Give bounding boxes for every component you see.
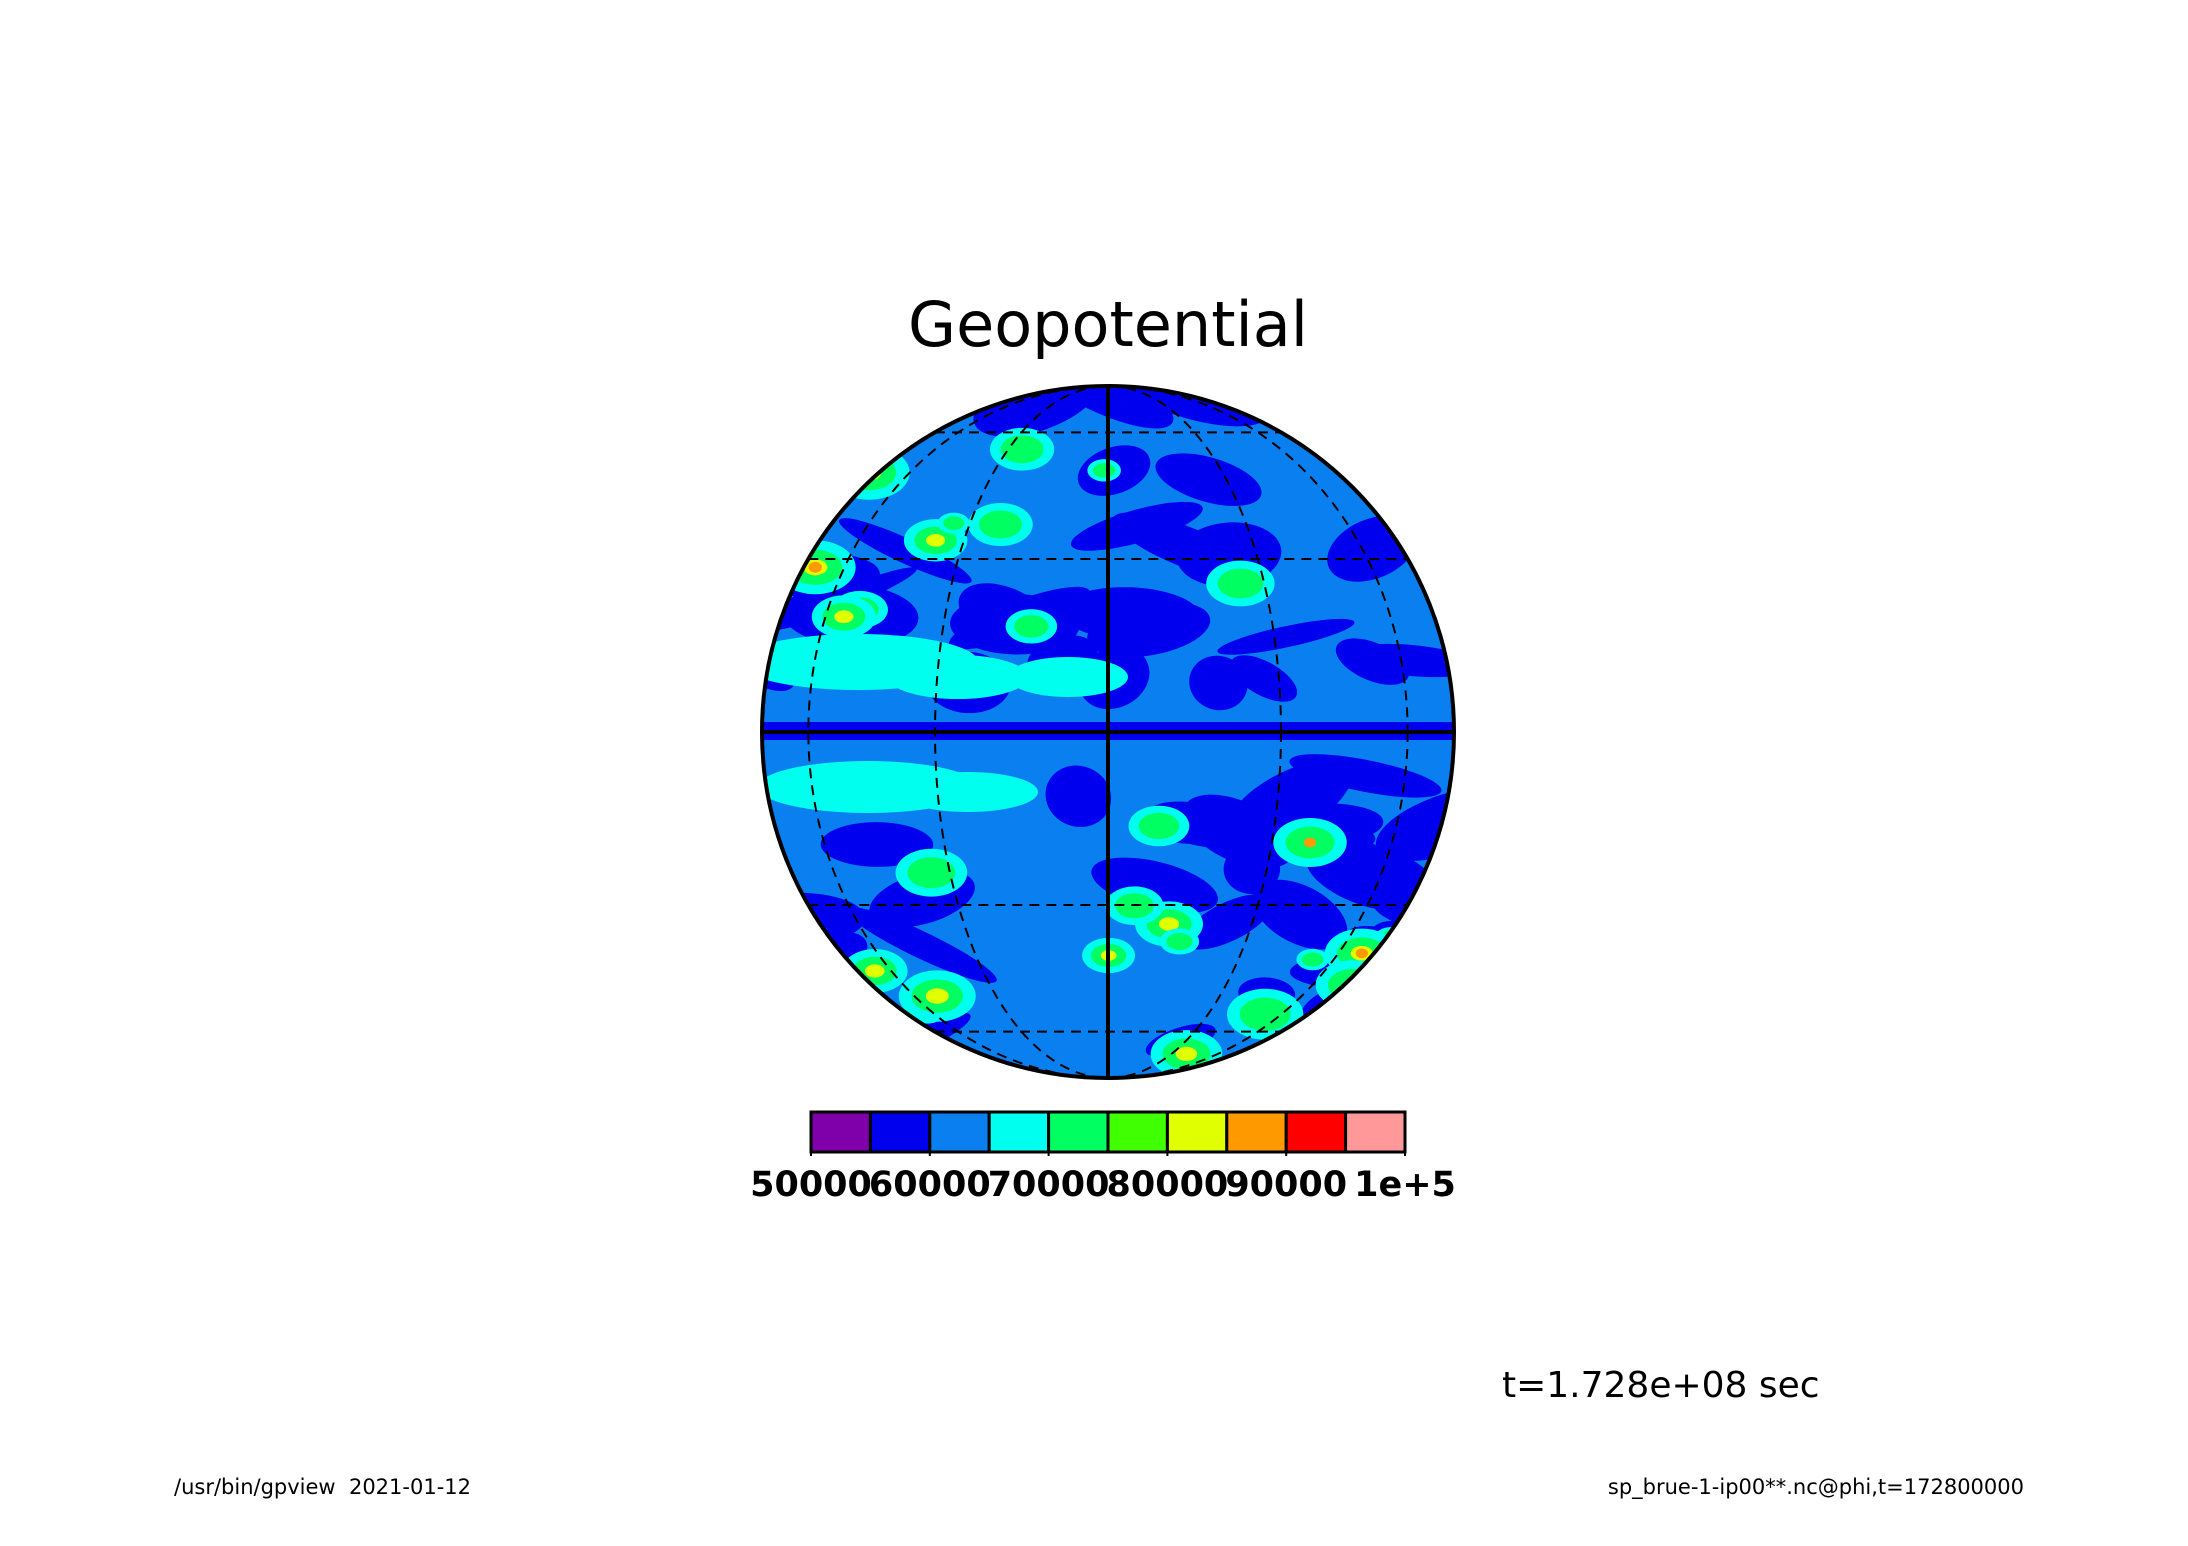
footer-right: sp_brue-1-ip00**.nc@phi,t=172800000 [1608, 1475, 2024, 1500]
field-patch [762, 547, 799, 569]
globe-field [762, 386, 1454, 1078]
field-patch [926, 533, 946, 547]
field-patch [888, 655, 1028, 699]
field-patch [1014, 615, 1049, 638]
field-patch [1070, 501, 1203, 551]
globe-outline [760, 384, 1456, 1080]
field-patch [779, 1049, 853, 1078]
chart-title: Geopotential [908, 288, 1308, 361]
colorbar-box [809, 1110, 872, 1154]
field-patch [1008, 657, 1128, 697]
field-patch [943, 516, 965, 531]
field-patch [898, 772, 1038, 812]
field-patch [1217, 618, 1355, 655]
field-patch [1000, 435, 1044, 464]
field-patch [1239, 997, 1291, 1031]
field-patch [1155, 453, 1262, 507]
field-patch [1166, 932, 1193, 950]
field-patch [1138, 812, 1180, 840]
colorbar-box [1165, 1110, 1229, 1154]
field-patch [1087, 601, 1211, 658]
field-patch [845, 906, 997, 983]
field-patch [1405, 409, 1454, 467]
colorbar-box [1106, 1110, 1169, 1154]
colorbar-box [1047, 1110, 1110, 1154]
colorbar-box [1344, 1110, 1407, 1154]
colorbar-box [987, 1110, 1051, 1154]
field-patch [762, 947, 789, 982]
field-patch [774, 498, 796, 513]
field-patch [1158, 917, 1180, 931]
field-patch [1335, 638, 1410, 685]
field-patch [1303, 837, 1317, 848]
colorbar-tick-label: 60000 [869, 1165, 991, 1205]
colorbar-box [928, 1110, 991, 1154]
field-patch [762, 442, 864, 483]
field-patch [1252, 879, 1348, 950]
field-patch [762, 938, 802, 991]
field-patch [799, 396, 863, 439]
field-patch [808, 561, 822, 573]
field-patch [1175, 1046, 1198, 1062]
field-patch [925, 988, 949, 1004]
field-patch [771, 436, 815, 465]
field-patch [820, 822, 934, 867]
field-patch [973, 386, 1101, 437]
field-patch [828, 422, 885, 461]
field-patch [841, 455, 897, 491]
field-patch [1189, 655, 1248, 711]
time-label: t=1.728e+08 sec [1502, 1365, 1820, 1406]
footer-left: /usr/bin/gpview 2021-01-12 [174, 1475, 471, 1499]
field-patch [907, 857, 956, 889]
field-patch [1183, 894, 1273, 950]
colorbar-box [1225, 1110, 1288, 1154]
field-patch [864, 964, 885, 978]
field-patch [762, 429, 825, 473]
colorbar-tick-label: 90000 [1225, 1165, 1347, 1205]
field-patch [978, 510, 1023, 539]
field-patch [1092, 463, 1116, 478]
field-patch [834, 610, 854, 624]
field-patch [1310, 386, 1450, 458]
colorbar-tick-label: 70000 [988, 1165, 1110, 1205]
colorbar-tick-label: 50000 [750, 1165, 872, 1205]
colorbar-tick-label: 80000 [1107, 1165, 1229, 1205]
field-patch [1045, 765, 1112, 828]
field-patch [762, 490, 809, 521]
field-patch [762, 481, 821, 530]
colorbar-box [868, 1110, 932, 1154]
field-patch [1378, 1046, 1454, 1075]
field-patch [1327, 968, 1378, 1001]
field-patch [1305, 840, 1440, 913]
field-patch [1301, 952, 1324, 967]
field-patch [762, 1005, 804, 1041]
field-patch [828, 445, 910, 500]
field-patch [1217, 568, 1264, 599]
field-patch [1355, 948, 1368, 959]
field-patch [810, 403, 853, 432]
colorbar-box [1284, 1110, 1348, 1154]
field-patch [838, 518, 972, 584]
colorbar-tick-label: 1e+5 [1354, 1165, 1456, 1205]
field-patch [762, 977, 813, 1041]
